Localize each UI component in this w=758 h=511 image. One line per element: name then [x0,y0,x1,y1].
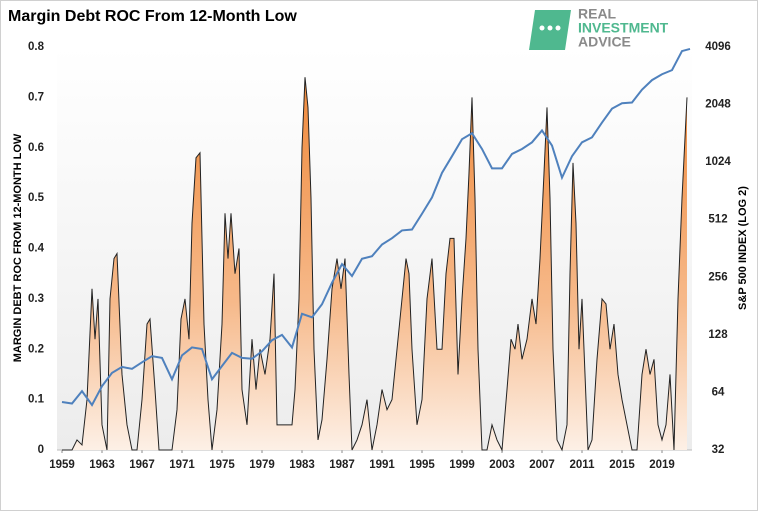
y2-tick-label: 4096 [705,41,731,53]
x-tick-label: 1999 [449,459,475,471]
sp500-line [61,48,691,407]
x-tick-label: 1995 [409,459,435,471]
logo-text: REAL [578,6,617,22]
x-tick-label: 1967 [129,459,155,471]
y-axis-label: MARGIN DEBT ROC FROM 12-MONTH LOW [12,133,24,362]
y2-tick-label: 128 [708,329,728,341]
y2-tick-label: 2048 [705,99,731,111]
x-tick-label: 1971 [169,459,195,471]
y2-tick-label: 64 [712,386,725,398]
x-tick-label: 1959 [49,459,75,471]
y-tick-label: 0.1 [28,394,45,406]
y2-tick-label: 256 [708,271,727,283]
plot-area [57,47,692,450]
x-tick-label: 1963 [89,459,115,471]
x-tick-label: 1979 [249,459,275,471]
y2-tick-label: 1024 [705,156,731,168]
x-tick-label: 2011 [570,459,596,471]
x-tick-label: 2015 [609,459,635,471]
x-tick-label: 1975 [209,459,235,471]
logo-dot [547,25,553,31]
x-tick-label: 2019 [649,459,675,471]
logo-text: INVESTMENT [578,20,669,36]
logo-dot [539,25,545,31]
logo-dot [555,25,561,31]
roc-area [62,77,687,450]
y2-tick-label: 512 [708,214,727,226]
y-tick-label: 0 [38,444,44,456]
roc-line [62,77,688,452]
y-tick-label: 0.6 [28,142,44,154]
chart-title: Margin Debt ROC From 12-Month Low [8,8,297,25]
x-tick-label: 2007 [529,459,555,471]
y-tick-label: 0.3 [28,293,44,305]
x-tick-label: 2003 [489,459,515,471]
y-tick-label: 0.4 [28,243,45,255]
logo: REAL INVESTMENT ADVICE [529,6,669,50]
logo-text: ADVICE [578,34,631,50]
y2-tick-label: 32 [712,444,725,456]
x-tick-label: 1987 [329,459,355,471]
y-tick-label: 0.5 [28,192,45,204]
x-tick-label: 1983 [289,459,315,471]
y-tick-label: 0.7 [28,91,44,103]
y-tick-label: 0.2 [28,343,44,355]
y-tick-label: 0.8 [28,41,45,53]
y2-axis-label: S&P 500 INDEX (LOG 2) [737,186,749,310]
x-tick-label: 1991 [369,459,395,471]
